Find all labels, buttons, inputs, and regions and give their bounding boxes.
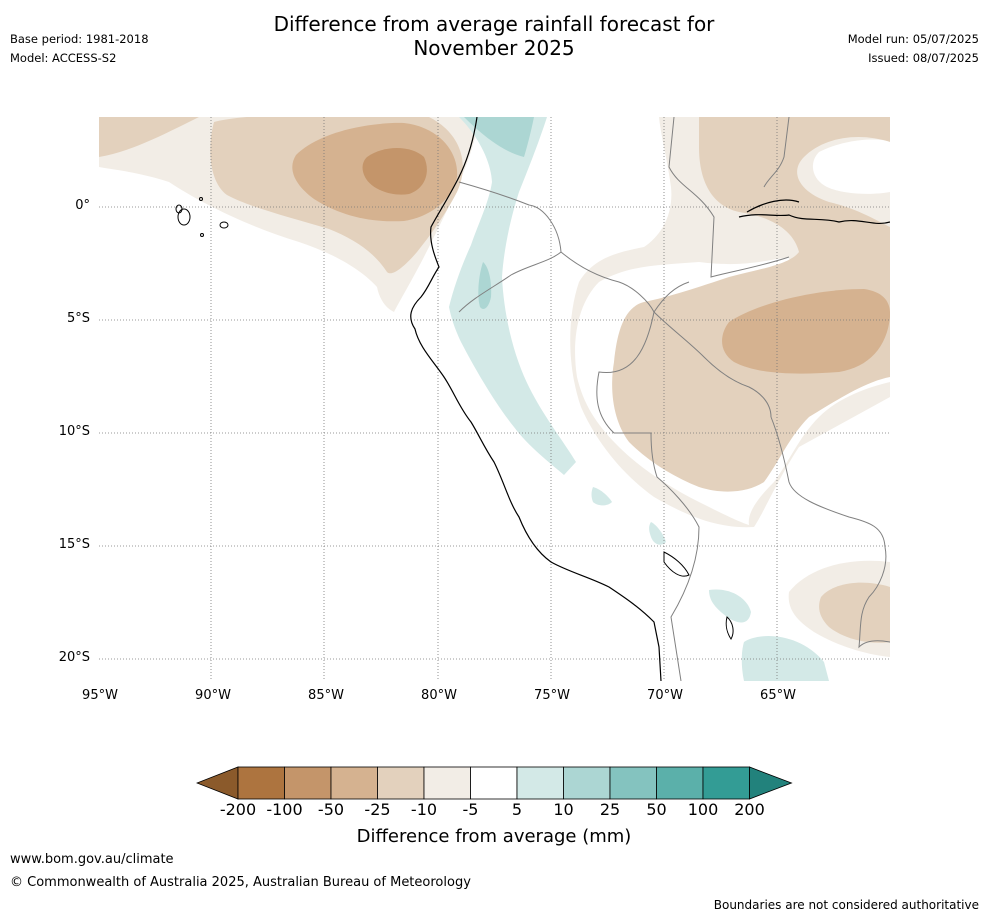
colorbar	[196, 766, 793, 800]
lat-label-5s: 5°S	[66, 311, 90, 326]
colorbar-arrow-left	[196, 766, 239, 800]
colorbar-segment	[237, 766, 285, 800]
dry-region-nw-core	[362, 148, 427, 195]
colorbar-tick-label: -10	[410, 800, 438, 819]
lat-label-10s: 10°S	[58, 424, 90, 439]
colorbar-arrow-right	[749, 766, 793, 800]
lon-label-85w: 85°W	[308, 688, 344, 703]
lon-label-65w: 65°W	[760, 688, 796, 703]
colorbar-segment	[470, 766, 518, 800]
lat-label-0: 0°	[75, 198, 90, 213]
colorbar-segment	[516, 766, 564, 800]
colorbar-tick-label: -200	[219, 800, 257, 819]
colorbar-segment	[330, 766, 378, 800]
colorbar-tick-label: 5	[511, 800, 523, 819]
wet-hole-amazon	[812, 139, 890, 194]
boundaries-disclaimer: Boundaries are not considered authoritat…	[713, 898, 979, 912]
copyright-text: © Commonwealth of Australia 2025, Austra…	[10, 875, 471, 890]
wet-spot-south	[741, 636, 829, 681]
graticule	[99, 117, 890, 681]
colorbar-tick-label: -5	[462, 800, 479, 819]
colorbar-title: Difference from average (mm)	[356, 826, 632, 847]
wet-spot-ecuador	[478, 262, 492, 309]
wet-spot-titicaca	[649, 522, 666, 545]
lat-label-20s: 20°S	[58, 650, 90, 665]
lakes	[663, 551, 734, 640]
wet-band-andes-core	[464, 117, 534, 157]
colorbar-segment	[423, 766, 471, 800]
lon-label-80w: 80°W	[421, 688, 457, 703]
galapagos-islands	[175, 197, 229, 237]
lon-label-90w: 90°W	[195, 688, 231, 703]
model-run: Model run: 05/07/2025	[847, 32, 979, 46]
issued-date: Issued: 08/07/2025	[868, 51, 979, 65]
colorbar-segment	[284, 766, 332, 800]
colorbar-tick-label: 50	[646, 800, 667, 819]
colorbar-segment	[702, 766, 750, 800]
country-borders	[458, 117, 890, 681]
map-title: Difference from average rainfall forecas…	[244, 12, 744, 60]
coastlines	[410, 117, 890, 681]
wet-spot-bolivia	[709, 589, 751, 623]
meta-right: Model run: 05/07/2025 Issued: 08/07/2025	[848, 30, 979, 68]
colorbar-tick-label: -50	[317, 800, 345, 819]
dry-region-nw-mid	[99, 117, 199, 157]
lon-label-75w: 75°W	[534, 688, 570, 703]
title-line-2: November 2025	[413, 36, 575, 60]
colorbar-segment	[609, 766, 657, 800]
colorbar-tick-label: 100	[687, 800, 719, 819]
title-line-1: Difference from average rainfall forecas…	[273, 12, 715, 36]
colorbar-tick-label: -100	[266, 800, 303, 819]
colorbar-tick-label: -25	[364, 800, 391, 819]
colorbar-segment	[563, 766, 611, 800]
lon-label-95w: 95°W	[82, 688, 118, 703]
rainfall-anomaly-map	[99, 117, 890, 681]
wet-spot-peru-south	[591, 487, 612, 506]
colorbar-tick-label: 25	[599, 800, 621, 819]
colorbar-segment	[656, 766, 704, 800]
base-period: Base period: 1981-2018	[10, 32, 149, 46]
colorbar-segment	[377, 766, 425, 800]
wet-band-andes	[449, 117, 576, 475]
colorbar-tick-label: 200	[734, 800, 765, 819]
dry-region-se-inner	[819, 582, 890, 643]
website-link[interactable]: www.bom.gov.au/climate	[10, 852, 174, 867]
model-name: Model: ACCESS-S2	[10, 51, 117, 65]
dry-region-amazon-inner	[722, 289, 890, 374]
lon-label-70w: 70°W	[647, 688, 683, 703]
lat-label-15s: 15°S	[58, 537, 90, 552]
meta-left: Base period: 1981-2018 Model: ACCESS-S2	[10, 30, 149, 68]
dry-region-amazon-mid	[612, 117, 890, 492]
colorbar-tick-label: 10	[553, 800, 574, 819]
